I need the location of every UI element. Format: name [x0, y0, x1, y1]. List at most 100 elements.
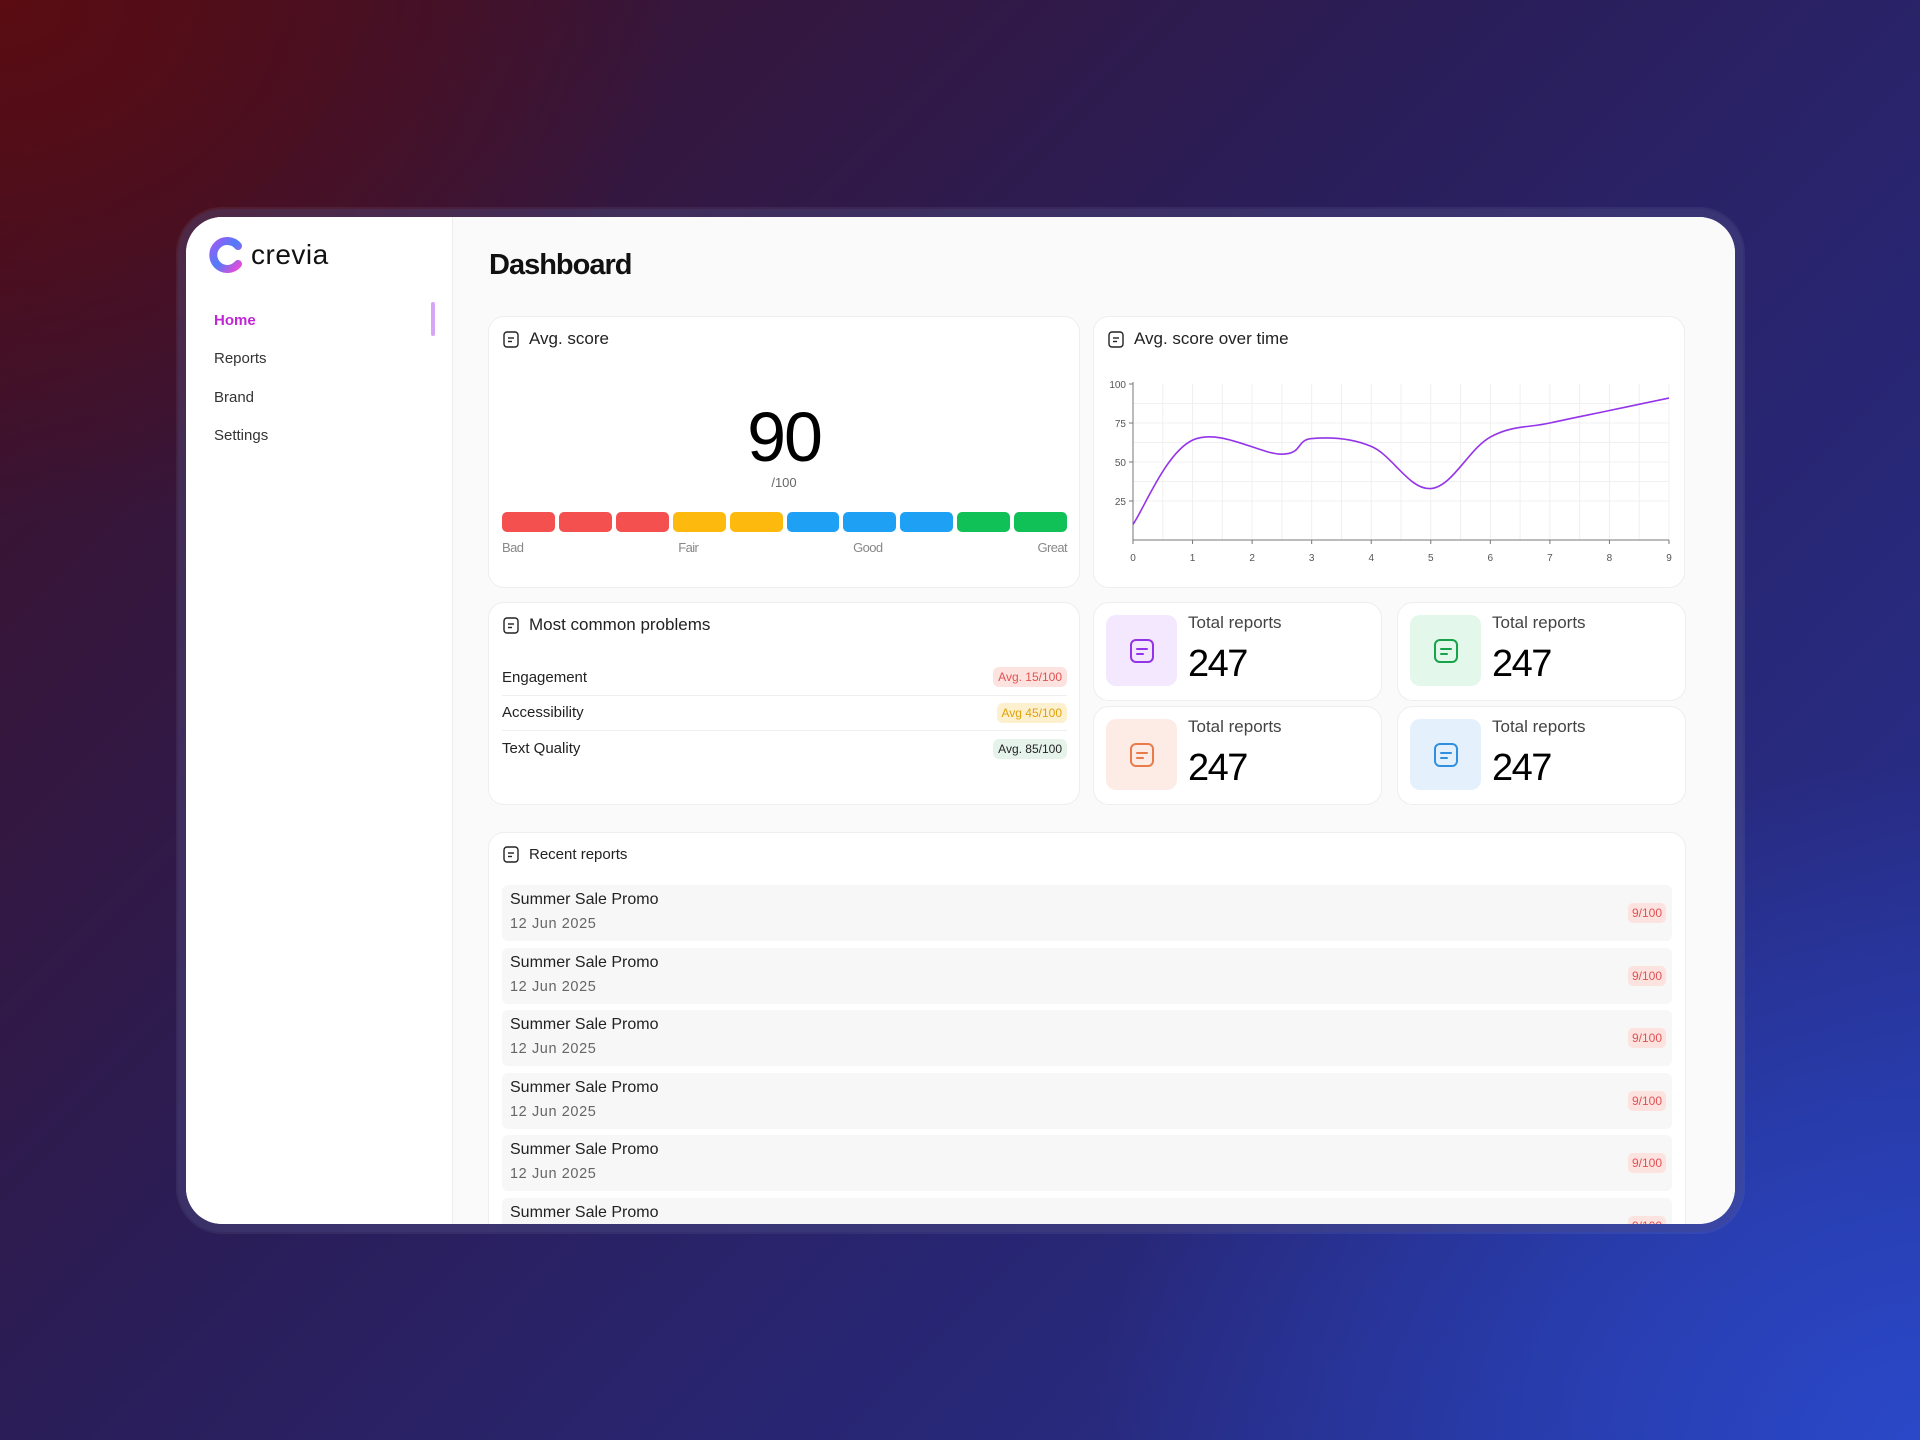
scale-label: Great [1037, 540, 1067, 555]
x-tick-label: 0 [1130, 553, 1136, 564]
y-tick-label: 25 [1115, 497, 1127, 508]
report-row[interactable]: Summer Sale Promo 12 Jun 2025 9/100 [502, 1072, 1672, 1129]
problem-row[interactable]: Text Quality Avg. 85/100 [502, 731, 1067, 767]
x-tick-label: 8 [1607, 553, 1613, 564]
problem-score-badge: Avg. 85/100 [993, 738, 1067, 759]
report-date: 12 Jun 2025 [510, 1103, 597, 1120]
x-tick-label: 7 [1547, 553, 1553, 564]
stat-label: Total reports [1492, 717, 1586, 736]
scale-segment [502, 512, 555, 532]
problem-name: Accessibility [502, 704, 584, 722]
recent-reports-list: Summer Sale Promo 12 Jun 2025 9/100 Summer … [502, 885, 1672, 1224]
stat-card[interactable]: Total reports 247 [1093, 706, 1382, 805]
sidebar-nav: Home Reports Brand Settings [214, 301, 452, 455]
report-score-badge: 9/100 [1627, 965, 1666, 986]
card-title: Avg. score [529, 329, 610, 348]
report-row[interactable]: Summer Sale Promo 12 Jun 2025 9/100 [502, 1010, 1672, 1067]
stat-value: 247 [1188, 747, 1248, 789]
stat-icon-tile [1410, 615, 1481, 686]
sidebar: crevia Home Reports Brand Settings [186, 217, 453, 1224]
report-name: Summer Sale Promo [510, 953, 659, 971]
report-score-badge: 9/100 [1627, 1090, 1666, 1111]
nav-item-home[interactable]: Home [214, 301, 452, 340]
device-frame: crevia Home Reports Brand Settings Dashboar… [178, 209, 1743, 1232]
y-tick-label: 100 [1109, 380, 1126, 391]
scale-segment [1014, 512, 1068, 532]
document-icon [503, 330, 519, 348]
report-date: 12 Jun 2025 [510, 1041, 597, 1058]
stat-icon-tile [1106, 615, 1177, 686]
report-icon [1129, 638, 1154, 663]
problem-row[interactable]: Engagement Avg. 15/100 [502, 660, 1067, 696]
stat-card[interactable]: Total reports 247 [1397, 602, 1686, 701]
document-icon [503, 616, 519, 634]
score-series-line [1132, 397, 1670, 525]
score-over-time-card: Avg. score over time 25 50 75 100 0 1 2 3 4 5 6 7 8 9 [1093, 316, 1685, 588]
stat-label: Total reports [1188, 717, 1282, 736]
report-name: Summer Sale Promo [510, 1078, 659, 1096]
report-icon [1433, 742, 1458, 767]
stat-value: 247 [1188, 643, 1248, 685]
scale-segment [900, 512, 954, 532]
x-tick-label: 6 [1488, 553, 1494, 564]
score-scale-labels: Bad Fair Good Great [502, 540, 1068, 555]
scale-segment [729, 512, 783, 532]
stat-card[interactable]: Total reports 247 [1093, 602, 1382, 701]
nav-item-reports[interactable]: Reports [214, 350, 267, 368]
recent-reports-card: Recent reports Summer Sale Promo 12 Jun 2… [488, 832, 1686, 1224]
problem-name: Text Quality [502, 740, 581, 758]
scale-label: Fair [678, 540, 699, 555]
avg-score-card: Avg. score 90 /100 Bad Fair Good Great [488, 316, 1080, 588]
y-tick-label: 75 [1115, 419, 1127, 430]
scale-label: Bad [502, 540, 524, 555]
problem-score-badge: Avg. 15/100 [993, 667, 1067, 688]
logo[interactable]: crevia [208, 237, 329, 273]
score-line-chart: 25 50 75 100 0 1 2 3 4 5 6 7 8 9 [1109, 380, 1672, 564]
stat-label: Total reports [1492, 613, 1586, 632]
nav-item-settings[interactable]: Settings [214, 427, 269, 445]
report-name: Summer Sale Promo [510, 1203, 659, 1221]
document-icon [1108, 330, 1124, 348]
y-tick-label: 50 [1115, 458, 1127, 469]
score-scale-bar [502, 512, 1068, 532]
problem-score-badge: Avg 45/100 [996, 702, 1067, 723]
page-title: Dashboard [489, 249, 632, 281]
x-tick-label: 9 [1666, 553, 1672, 564]
stat-label: Total reports [1188, 613, 1282, 632]
card-header: Recent reports [503, 846, 627, 863]
nav-item-brand[interactable]: Brand [214, 388, 255, 406]
main-content: Dashboard Avg. score 90 /100 Bad Fair Good… [453, 217, 1735, 1224]
card-header: Most common problems [503, 615, 710, 635]
report-name: Summer Sale Promo [510, 1141, 659, 1159]
scale-segment [843, 512, 897, 532]
app-window: crevia Home Reports Brand Settings Dashboar… [186, 217, 1735, 1224]
problem-row[interactable]: Accessibility Avg 45/100 [502, 696, 1067, 731]
score-value: 90 [747, 398, 823, 476]
scale-segment [957, 512, 1011, 532]
stat-card[interactable]: Total reports 247 [1397, 706, 1686, 805]
document-icon [503, 846, 519, 863]
report-score-badge: 9/100 [1627, 1153, 1666, 1174]
scale-label: Good [853, 540, 883, 555]
report-score-badge: 9/100 [1627, 1028, 1666, 1049]
report-score-badge: 9/100 [1627, 903, 1666, 923]
report-date: 12 Jun 2025 [510, 978, 597, 995]
chart-grid [1133, 384, 1670, 540]
stat-icon-tile [1106, 719, 1177, 790]
report-row[interactable]: Summer Sale Promo 12 Jun 2025 9/100 [502, 947, 1672, 1004]
report-icon [1129, 742, 1154, 767]
card-title: Avg. score over time [1134, 329, 1289, 348]
report-score-badge: 9/100 [1627, 1215, 1666, 1224]
scale-segment [786, 512, 840, 532]
card-title: Most common problems [529, 615, 711, 634]
x-tick-label: 4 [1368, 553, 1374, 564]
report-name: Summer Sale Promo [510, 1016, 659, 1034]
app-name: crevia [251, 239, 329, 270]
report-date: 12 Jun 2025 [510, 1166, 597, 1183]
common-problems-card: Most common problems Engagement Avg. 15/1… [488, 602, 1080, 805]
report-row[interactable]: Summer Sale Promo 12 Jun 2025 9/100 [502, 1135, 1672, 1192]
x-tick-label: 1 [1190, 553, 1196, 564]
stat-value: 247 [1492, 747, 1552, 789]
